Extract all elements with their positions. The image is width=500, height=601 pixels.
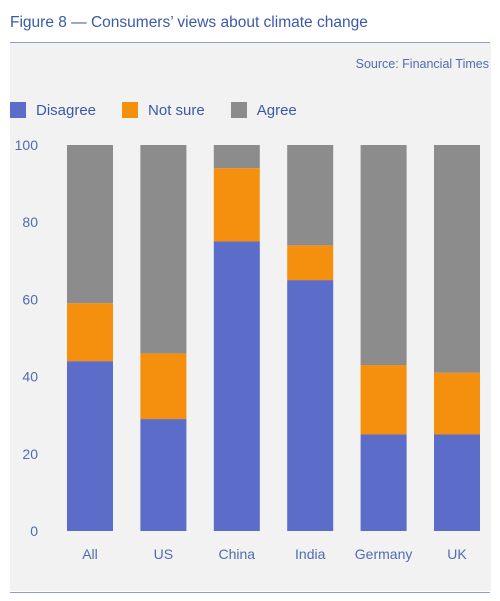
legend-item-agree: Agree <box>230 101 297 119</box>
legend-swatch-agree <box>230 102 247 118</box>
bar-segment-agree <box>434 145 480 373</box>
legend-label-not-sure: Not sure <box>148 101 205 119</box>
bar-segment-not-sure <box>287 245 334 281</box>
bar-segment-agree <box>140 145 187 354</box>
legend-label-disagree: Disagree <box>36 101 97 119</box>
figure-title: Figure 8 — Consumers’ views about climat… <box>10 14 368 31</box>
bar-segment-disagree <box>67 361 113 531</box>
bottom-rule <box>10 592 490 593</box>
legend-swatch-disagree <box>10 102 26 118</box>
x-tick-label: Germany <box>355 546 413 562</box>
bar-segment-not-sure <box>67 303 113 362</box>
legend-item-not-sure: Not sure <box>122 102 205 119</box>
x-tick-label: All <box>82 546 98 562</box>
y-tick-label: 40 <box>22 369 38 385</box>
bar-segment-agree <box>287 145 334 246</box>
legend: Disagree Not sure Agree <box>10 100 323 120</box>
y-tick-label: 60 <box>22 291 38 307</box>
source-note: Source: Financial Times <box>355 57 489 71</box>
bar-segment-not-sure <box>360 365 407 435</box>
bar-segment-not-sure <box>213 168 260 242</box>
bar-segment-disagree <box>140 419 187 531</box>
x-tick-label: India <box>295 546 326 562</box>
y-tick-label: 20 <box>22 446 38 462</box>
y-tick-label: 80 <box>22 214 38 230</box>
y-tick-label: 100 <box>15 137 39 153</box>
bar-segment-not-sure <box>140 353 187 420</box>
bar-segment-agree <box>67 145 113 304</box>
bar-segment-agree <box>360 145 407 366</box>
bar-segment-disagree <box>360 434 407 531</box>
title-rule <box>10 42 490 43</box>
x-tick-label: China <box>219 546 256 562</box>
x-tick-label: UK <box>447 546 467 562</box>
y-tick-label: 0 <box>30 523 38 539</box>
legend-item-disagree: Disagree <box>10 102 96 119</box>
bar-segment-not-sure <box>434 372 480 435</box>
x-tick-label: US <box>154 546 173 562</box>
bar-segment-disagree <box>287 280 334 531</box>
bar-segment-disagree <box>213 241 260 531</box>
legend-swatch-not-sure <box>122 102 139 118</box>
bar-segment-disagree <box>434 434 480 531</box>
bar-segment-agree <box>213 145 260 169</box>
legend-label-agree: Agree <box>256 101 297 119</box>
